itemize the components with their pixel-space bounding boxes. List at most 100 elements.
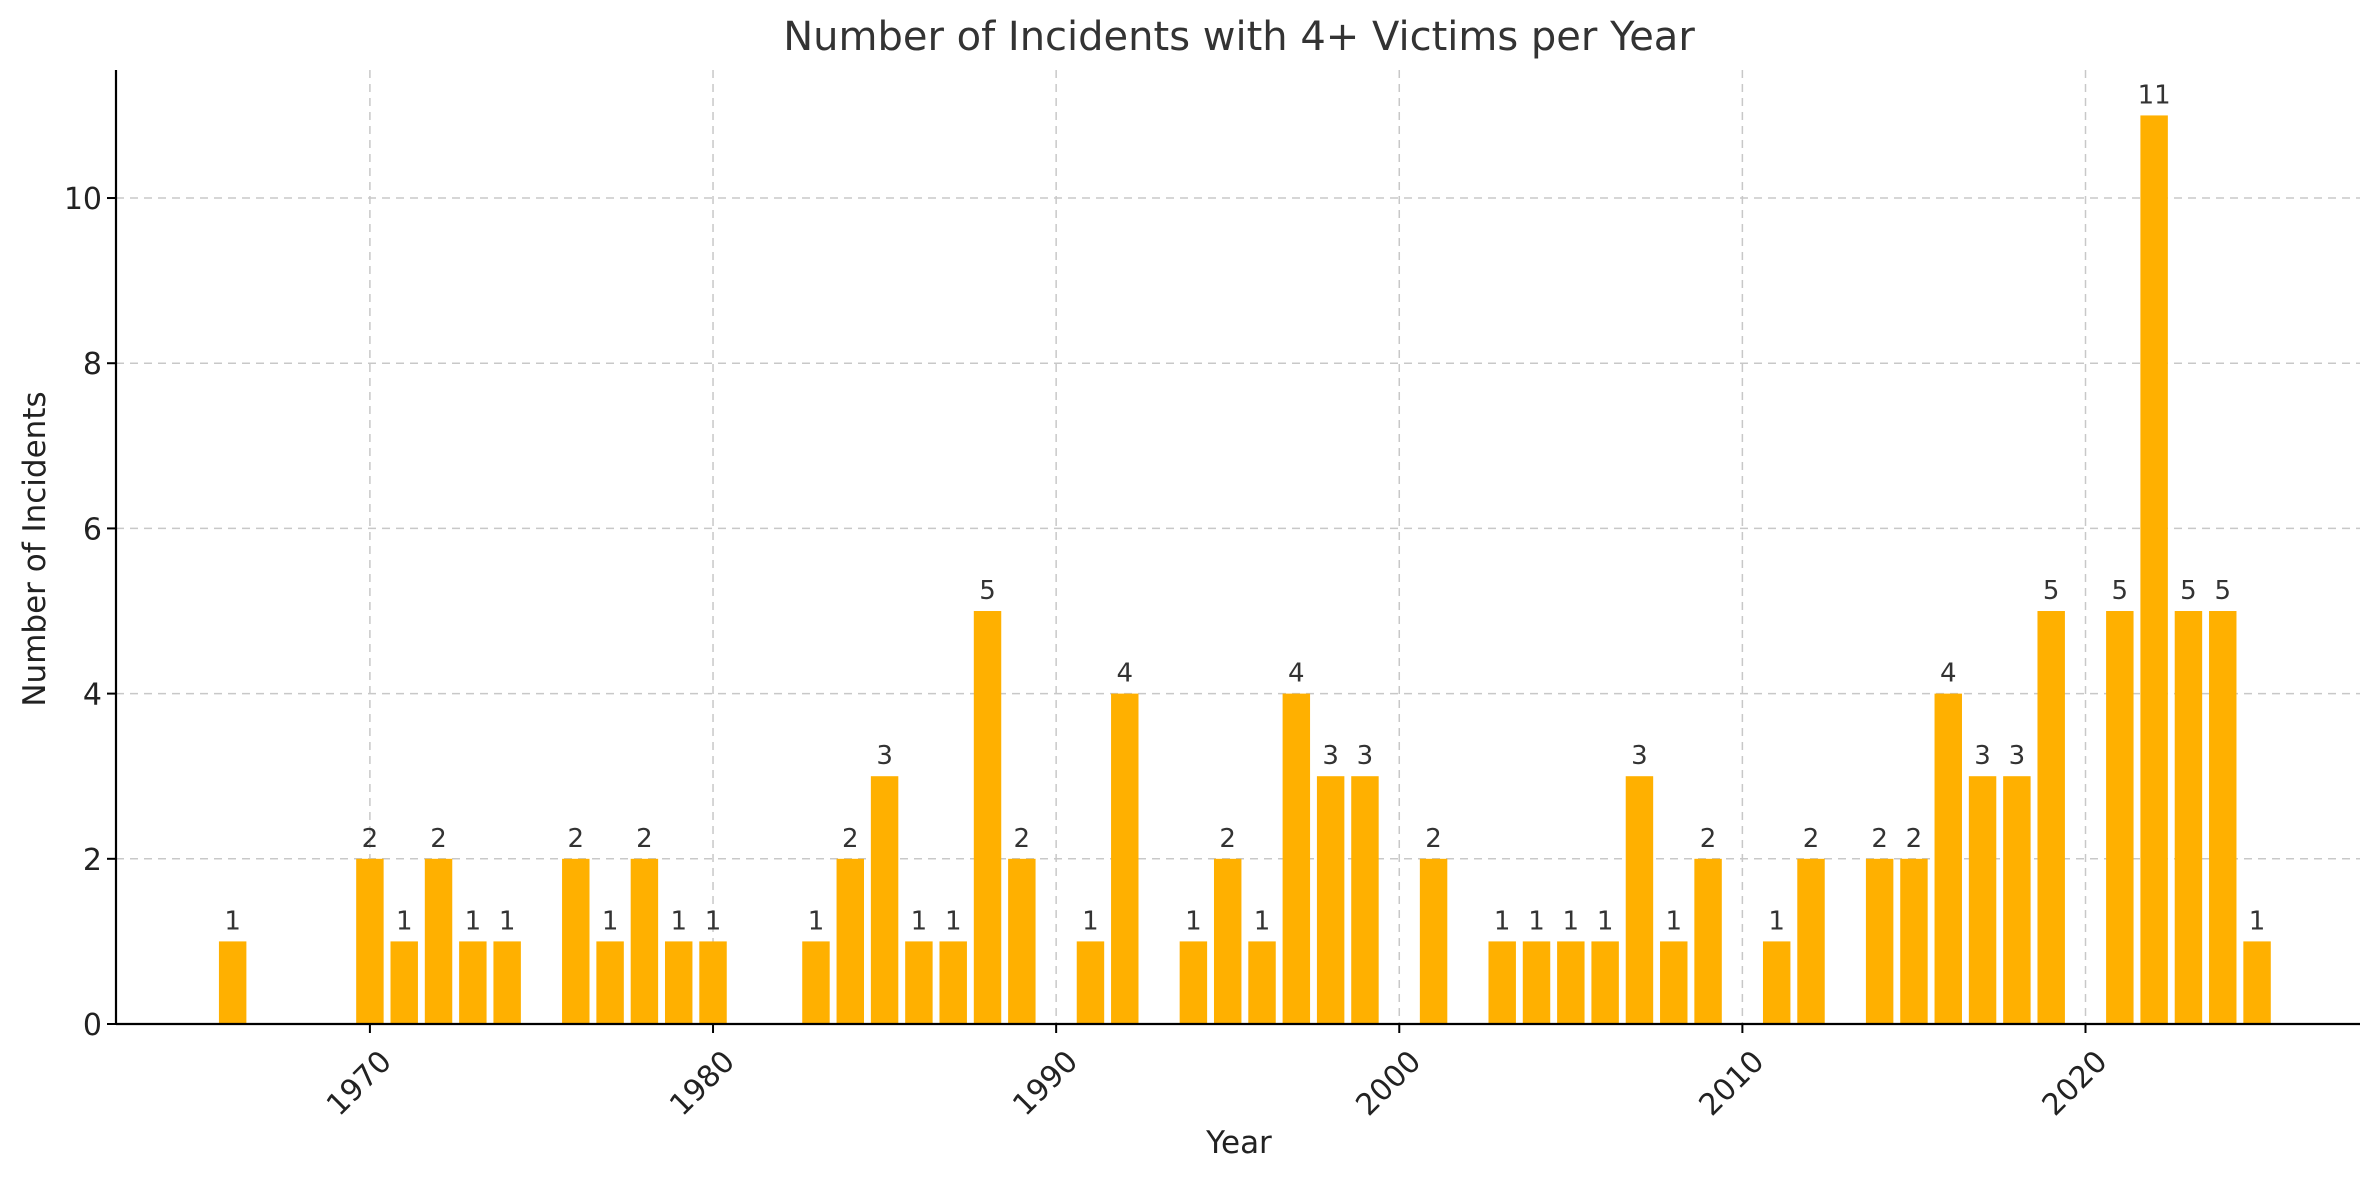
data-label-1999: 3 <box>1357 741 1374 771</box>
data-label-2024: 5 <box>2214 576 2231 606</box>
bar-1976 <box>562 858 590 1024</box>
data-label-2014: 2 <box>1871 824 1888 854</box>
chart-title: Number of Incidents with 4+ Victims per … <box>783 14 1695 60</box>
data-label-2018: 3 <box>2009 741 2026 771</box>
bar-2014 <box>1865 858 1894 1024</box>
data-label-2025: 1 <box>2249 906 2266 936</box>
bar-2001 <box>1419 858 1448 1024</box>
bar-1989 <box>1008 858 1036 1024</box>
bar-1977 <box>596 941 624 1024</box>
x-tick-label-2000: 2000 <box>1349 1044 1428 1123</box>
data-label-1970: 2 <box>362 824 379 854</box>
y-tick-label-2: 2 <box>83 843 102 878</box>
data-label-1971: 1 <box>396 906 413 936</box>
bar-2005 <box>1557 941 1585 1024</box>
data-label-1978: 2 <box>636 824 653 854</box>
data-label-1987: 1 <box>945 906 962 936</box>
data-label-2003: 1 <box>1494 906 1511 936</box>
data-label-2015: 2 <box>1906 824 1923 854</box>
data-label-1980: 1 <box>705 906 722 936</box>
bar-1984 <box>836 858 864 1024</box>
bar-2015 <box>1900 858 1928 1024</box>
data-label-1986: 1 <box>911 906 928 936</box>
bar-2009 <box>1694 858 1722 1024</box>
bar-2024 <box>2209 611 2237 1024</box>
data-label-1972: 2 <box>430 824 447 854</box>
bar-2004 <box>1522 941 1551 1024</box>
data-label-2016: 4 <box>1940 659 1957 689</box>
bar-1970 <box>356 858 384 1024</box>
bars <box>218 115 2271 1024</box>
data-label-1966: 1 <box>224 906 241 936</box>
data-label-1995: 2 <box>1219 824 1236 854</box>
data-label-1985: 3 <box>876 741 893 771</box>
bar-1988 <box>973 611 1002 1024</box>
bar-2011 <box>1762 941 1791 1024</box>
x-tick-label-2020: 2020 <box>2036 1044 2115 1123</box>
bar-1987 <box>939 941 967 1024</box>
bar-1980 <box>699 941 727 1024</box>
data-label-2023: 5 <box>2180 576 2197 606</box>
bar-1998 <box>1316 776 1345 1024</box>
data-label-2004: 1 <box>1528 906 1545 936</box>
data-label-2019: 5 <box>2043 576 2060 606</box>
data-label-1994: 1 <box>1185 906 1202 936</box>
data-label-2008: 1 <box>1665 906 1682 936</box>
data-label-1996: 1 <box>1254 906 1271 936</box>
y-tick-label-4: 4 <box>83 678 102 713</box>
bar-1979 <box>664 941 693 1024</box>
y-tick-label-0: 0 <box>83 1008 102 1043</box>
bar-1995 <box>1213 858 1242 1024</box>
data-label-1974: 1 <box>499 906 516 936</box>
data-label-2007: 3 <box>1631 741 1648 771</box>
bar-2022 <box>2140 115 2168 1024</box>
data-label-1988: 5 <box>979 576 996 606</box>
bar-1971 <box>390 941 418 1024</box>
bar-2018 <box>2003 776 2031 1024</box>
bar-2007 <box>1625 776 1654 1024</box>
data-label-1992: 4 <box>1116 659 1133 689</box>
bar-1972 <box>424 858 453 1024</box>
bar-1992 <box>1111 693 1139 1024</box>
bar-1985 <box>870 776 899 1024</box>
data-label-1977: 1 <box>602 906 619 936</box>
bar-1997 <box>1282 693 1311 1024</box>
bar-1973 <box>459 941 487 1024</box>
data-label-1983: 1 <box>808 906 825 936</box>
bar-1994 <box>1179 941 1208 1024</box>
bar-2019 <box>2037 611 2065 1024</box>
data-label-1997: 4 <box>1288 659 1305 689</box>
bar-2017 <box>1968 776 1997 1024</box>
bar-1974 <box>493 941 521 1024</box>
data-label-2011: 1 <box>1768 906 1785 936</box>
data-label-2021: 5 <box>2112 576 2129 606</box>
data-label-1984: 2 <box>842 824 859 854</box>
y-tick-label-6: 6 <box>83 512 102 547</box>
bar-1966 <box>218 941 247 1024</box>
data-label-2009: 2 <box>1700 824 1717 854</box>
data-label-2012: 2 <box>1803 824 1820 854</box>
bar-2012 <box>1797 858 1825 1024</box>
bar-2003 <box>1488 941 1516 1024</box>
data-label-2022: 11 <box>2138 80 2171 110</box>
x-tick-label-1990: 1990 <box>1006 1044 1085 1123</box>
bar-2023 <box>2174 611 2203 1024</box>
data-label-1973: 1 <box>465 906 482 936</box>
x-tick-label-1970: 1970 <box>320 1044 399 1123</box>
bar-1983 <box>802 941 830 1024</box>
bar-1991 <box>1076 941 1105 1024</box>
x-tick-label-2010: 2010 <box>1693 1044 1772 1123</box>
bar-2021 <box>2106 611 2134 1024</box>
data-label-1976: 2 <box>568 824 585 854</box>
data-label-1991: 1 <box>1082 906 1099 936</box>
bar-2008 <box>1660 941 1688 1024</box>
x-axis-label: Year <box>1205 1125 1272 1161</box>
bar-1978 <box>630 858 659 1024</box>
bar-1999 <box>1351 776 1379 1024</box>
data-label-1979: 1 <box>670 906 687 936</box>
data-label-2005: 1 <box>1563 906 1580 936</box>
data-label-2017: 3 <box>1974 741 1991 771</box>
